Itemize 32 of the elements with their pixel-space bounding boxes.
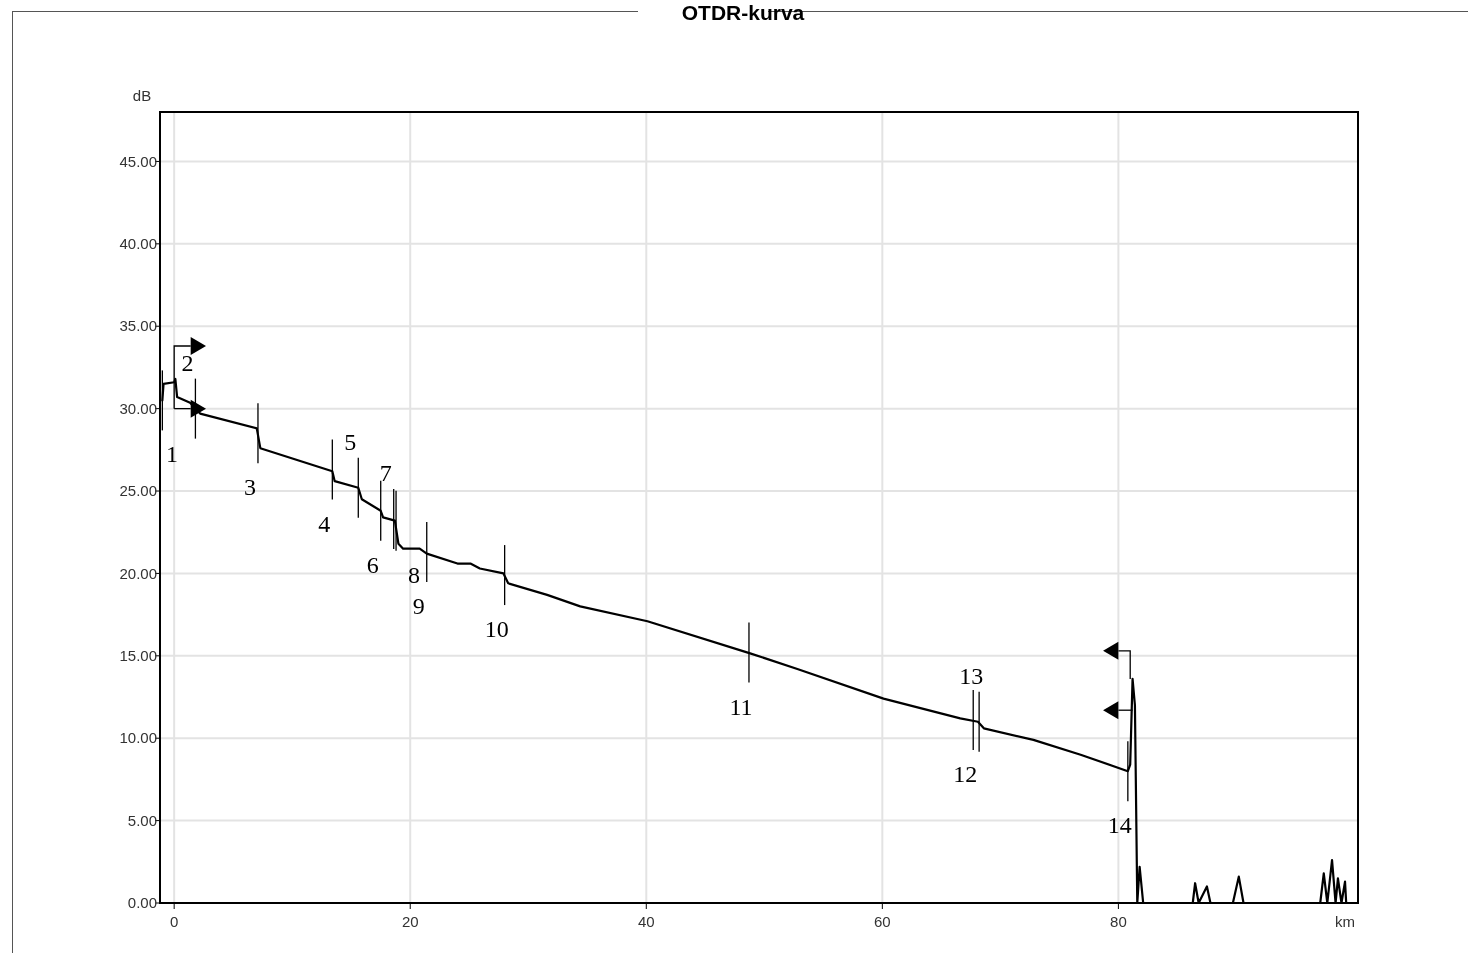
x-tick-label: 60 — [874, 913, 891, 930]
x-tick-label: 80 — [1110, 913, 1127, 930]
annotation: 6 — [366, 551, 379, 578]
y-tick-label: 20.00 — [119, 564, 157, 582]
y-tick-label: 45.00 — [119, 152, 157, 170]
annotation: 13 — [959, 662, 984, 689]
y-tick-label: 30.00 — [119, 399, 157, 417]
y-tick-label: 15.00 — [119, 647, 157, 665]
chart-title: OTDR-kurva — [681, 1, 805, 24]
annotation: 11 — [729, 693, 753, 720]
y-tick-label: 0.00 — [127, 894, 157, 912]
annotation: 8 — [408, 561, 421, 588]
annotation: 2 — [181, 349, 194, 376]
x-axis-title: km — [1335, 913, 1355, 930]
x-tick-label: 40 — [637, 913, 655, 930]
annotation: 1 — [166, 441, 178, 468]
annotation: 14 — [1107, 812, 1132, 839]
annotation: 9 — [412, 592, 425, 619]
annotation: 5 — [344, 428, 357, 455]
x-tick-label: 0 — [169, 913, 179, 930]
y-tick-label: 5.00 — [127, 811, 157, 829]
y-tick-label: 40.00 — [119, 235, 157, 253]
y-axis-title: dB — [132, 87, 152, 104]
y-tick-label: 35.00 — [119, 317, 157, 335]
x-tick-label: 20 — [401, 913, 419, 930]
annotation: 4 — [318, 510, 331, 537]
annotation: 3 — [243, 474, 256, 501]
annotation: 7 — [379, 460, 392, 487]
y-tick-label: 10.00 — [119, 729, 157, 747]
y-tick-label: 25.00 — [119, 482, 157, 500]
annotation: 12 — [953, 761, 978, 788]
annotation: 10 — [484, 616, 509, 643]
